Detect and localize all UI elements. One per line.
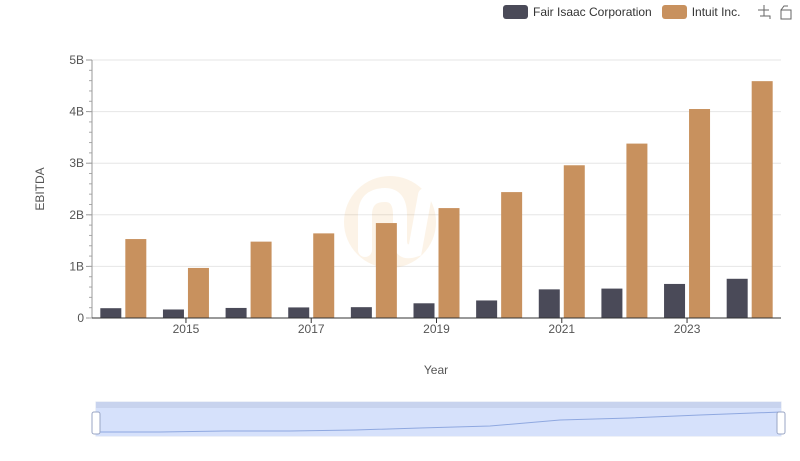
- bar-intuit: [689, 109, 711, 319]
- bar-intuit: [187, 267, 209, 318]
- bar-fair-isaac: [664, 283, 686, 318]
- slider-preview-line: [96, 411, 782, 433]
- y-axis-label: EBITDA: [33, 167, 47, 210]
- zoom-icon[interactable]: [756, 4, 772, 20]
- range-slider[interactable]: [91, 401, 786, 437]
- bar-intuit: [563, 165, 585, 318]
- legend: Fair Isaac Corporation Intuit Inc.: [503, 4, 794, 20]
- bar-fair-isaac: [413, 303, 435, 318]
- axes: [86, 59, 781, 323]
- legend-label: Intuit Inc.: [691, 5, 741, 19]
- bar-fair-isaac: [225, 307, 247, 318]
- x-tick-label: 2017: [298, 322, 325, 336]
- bar-intuit: [125, 239, 147, 318]
- bar-intuit: [313, 233, 335, 318]
- legend-label: Fair Isaac Corporation: [533, 5, 652, 19]
- bar-fair-isaac: [726, 278, 748, 318]
- slider-handle-right[interactable]: [776, 411, 786, 435]
- y-tick-label: 5B: [69, 53, 84, 67]
- tick-labels: 0 1B 2B 3B 4B 5B 2015 2017 2019 2021 2023: [69, 53, 700, 336]
- slider-handle-left[interactable]: [91, 411, 101, 435]
- x-tick-label: 2019: [423, 322, 450, 336]
- bar-intuit: [501, 192, 523, 318]
- bar-intuit: [375, 223, 397, 318]
- x-tick-label: 2023: [674, 322, 701, 336]
- slider-top-bar[interactable]: [96, 402, 781, 408]
- bars: [100, 81, 773, 319]
- bar-fair-isaac: [476, 300, 498, 318]
- y-tick-label: 3B: [69, 156, 84, 170]
- y-tick-label: 4B: [69, 105, 84, 119]
- legend-item-intuit[interactable]: Intuit Inc.: [661, 5, 741, 19]
- x-tick-label: 2015: [173, 322, 200, 336]
- bar-fair-isaac: [538, 289, 560, 318]
- bar-intuit: [751, 81, 773, 318]
- bar-fair-isaac: [350, 307, 372, 318]
- bar-intuit: [626, 143, 648, 318]
- y-tick-label: 1B: [69, 259, 84, 273]
- y-tick-label: 0: [77, 311, 84, 325]
- bar-fair-isaac: [288, 307, 310, 318]
- legend-item-fair-isaac[interactable]: Fair Isaac Corporation: [503, 5, 652, 19]
- grid-lines: [92, 59, 781, 267]
- watermark-logo: [344, 176, 436, 268]
- bar-fair-isaac: [100, 308, 122, 318]
- restore-icon[interactable]: [778, 4, 794, 20]
- x-tick-label: 2021: [548, 322, 575, 336]
- x-axis-label: Year: [424, 363, 448, 377]
- bar-intuit: [250, 241, 272, 318]
- bar-intuit: [438, 208, 460, 318]
- bar-fair-isaac: [162, 309, 184, 318]
- legend-swatch: [661, 5, 687, 19]
- y-tick-label: 2B: [69, 208, 84, 222]
- bar-fair-isaac: [601, 288, 623, 318]
- legend-swatch: [503, 5, 528, 19]
